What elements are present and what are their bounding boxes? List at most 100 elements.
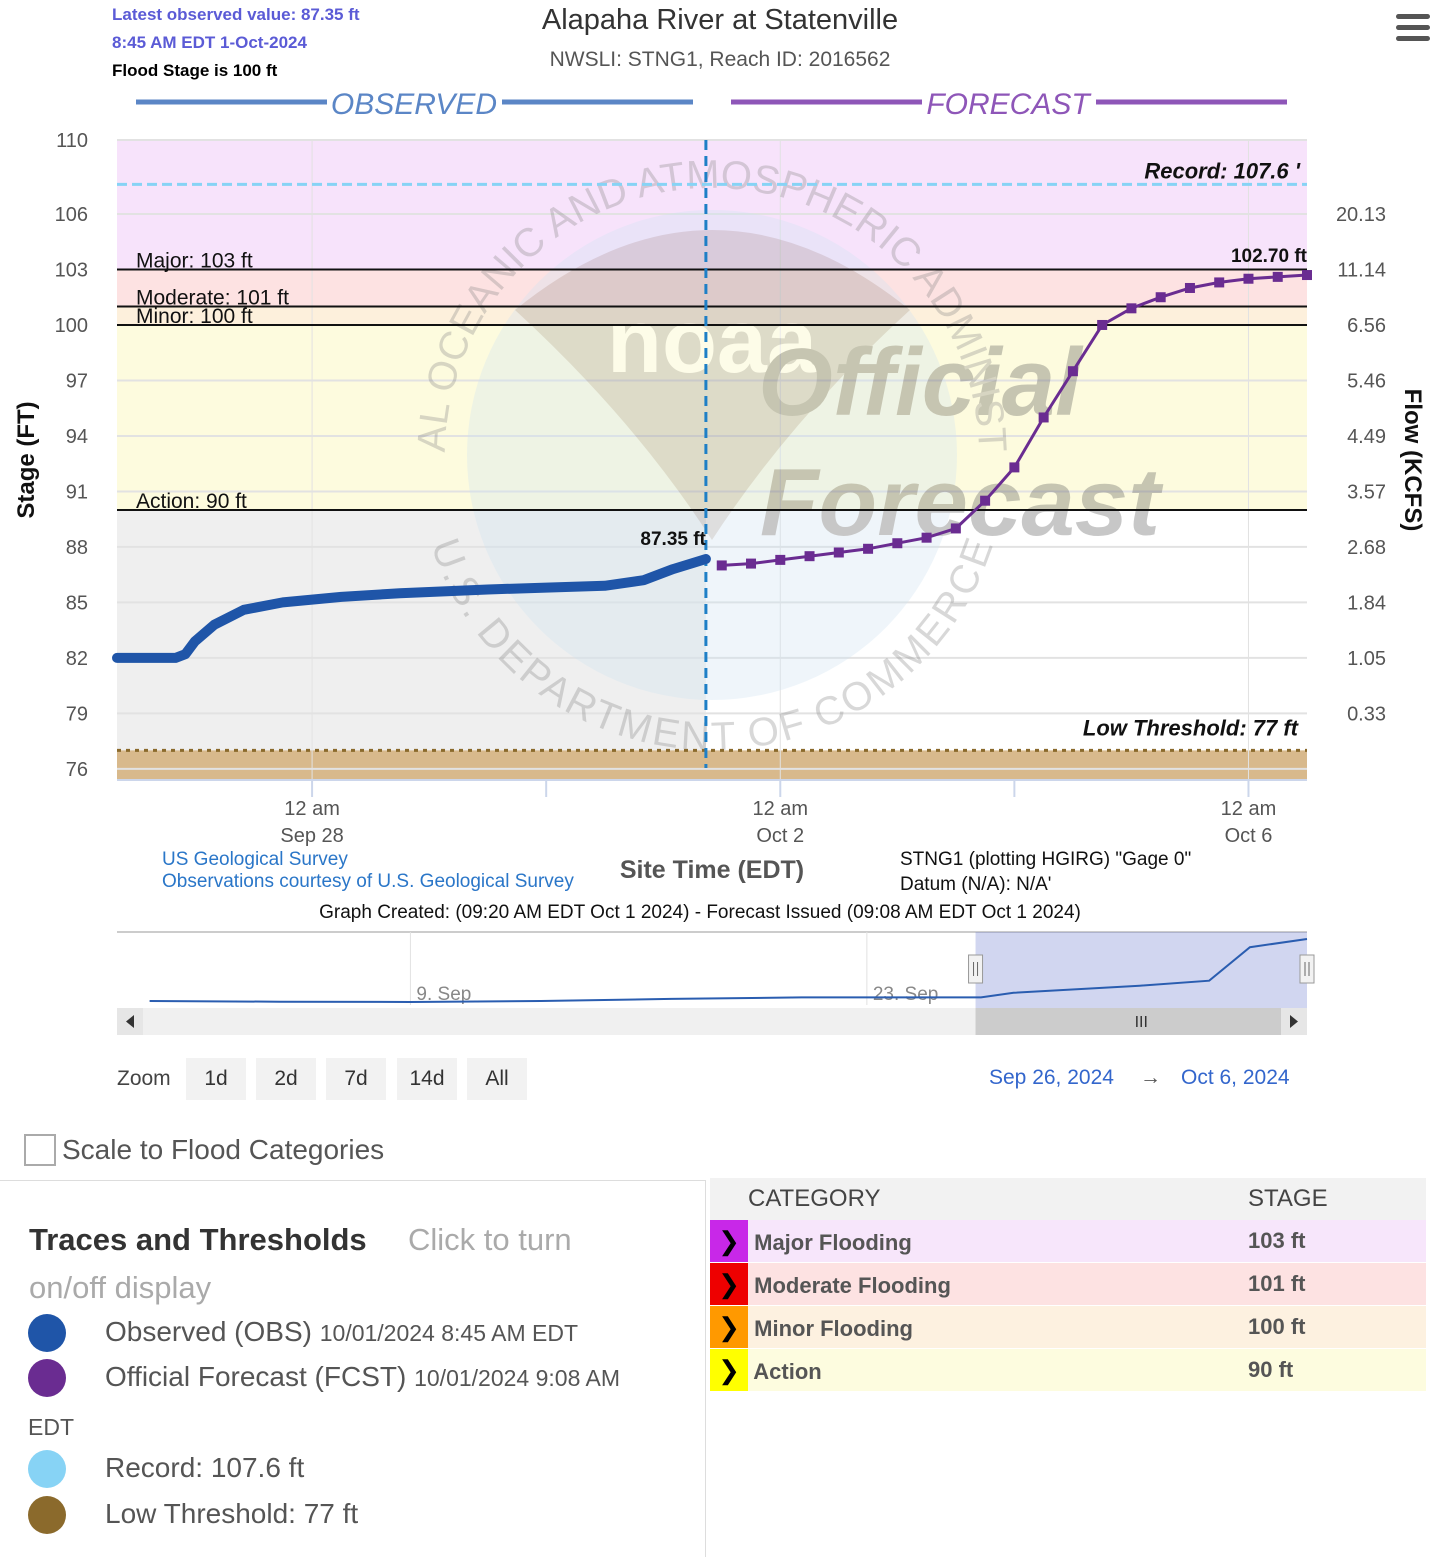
range-to[interactable]: Oct 6, 2024 [1181, 1066, 1290, 1089]
forecast-point [1097, 319, 1108, 330]
chart-title: Alapaha River at Statenville [541, 4, 899, 36]
flood-category-table: CATEGORY STAGE ❯ Major Flooding 103 ft ❯… [710, 1178, 1426, 1392]
watermark-disc [467, 210, 957, 700]
flood-stage-text: Flood Stage is 100 ft [112, 61, 278, 80]
x-tick-label: 12 am [752, 798, 808, 820]
x-tick-label: Oct 2 [756, 825, 804, 847]
y-tick-label: 110 [56, 130, 88, 152]
forecast-point [804, 551, 815, 562]
forecast-point [775, 554, 786, 565]
navigator-date-label: 23. Sep [873, 984, 939, 1005]
y-right-tick-label: 6.56 [1347, 315, 1386, 337]
zoom-label: Zoom [117, 1067, 171, 1090]
expand-chevron-icon[interactable]: ❯ [710, 1349, 748, 1391]
datum-info-detail: Datum (N/A): N/A' [900, 874, 1051, 895]
category-stage: 101 ft [1248, 1262, 1426, 1306]
expand-chevron-icon[interactable]: ❯ [710, 1306, 748, 1348]
zoom-2d-button[interactable]: 2d [256, 1058, 316, 1100]
scroll-right-arrow-icon [1290, 1015, 1298, 1028]
y-tick-label: 106 [55, 204, 88, 226]
scale-to-flood-categories-label: Scale to Flood Categories [62, 1134, 385, 1165]
threshold-label: Major: 103 ft [136, 249, 253, 272]
forecast-point [1126, 303, 1137, 314]
record-dot-icon [28, 1450, 66, 1488]
traces-title: Traces and Thresholds [29, 1222, 367, 1257]
zoom-7d-button[interactable]: 7d [326, 1058, 386, 1100]
forecast-point [1302, 270, 1312, 281]
forecast-point [1272, 271, 1283, 282]
forecast-point [1243, 273, 1254, 284]
table-row: ❯ Moderate Flooding 101 ft [710, 1262, 1426, 1306]
y-tick-label: 85 [66, 592, 88, 614]
band-major [117, 140, 1307, 270]
y-right-tick-label: 20.13 [1336, 204, 1386, 226]
forecast-point [716, 560, 727, 571]
y-right-tick-label: 1.05 [1347, 648, 1386, 670]
navigator-handle [1299, 954, 1315, 984]
navigator[interactable]: 9. Sep 23. Sep III [0, 930, 1446, 1040]
zoom-14d-button[interactable]: 14d [397, 1058, 457, 1100]
table-row: ❯ Minor Flooding 100 ft [710, 1305, 1426, 1349]
y-tick-label: 79 [66, 703, 88, 725]
graph-created-text: Graph Created: (09:20 AM EDT Oct 1 2024)… [319, 902, 1081, 923]
navigator-selection [975, 932, 1307, 1008]
forecast-point [1155, 292, 1166, 303]
category-stage: 100 ft [1248, 1305, 1426, 1349]
zoom-1d-button[interactable]: 1d [186, 1058, 246, 1100]
forecast-section-label: FORECAST [926, 88, 1092, 121]
band-minor [117, 306, 1307, 325]
forecast-point [833, 547, 844, 558]
y-tick-label: 88 [66, 537, 88, 559]
usgs-credit: US Geological Survey [162, 849, 348, 870]
range-from[interactable]: Sep 26, 2024 [989, 1066, 1114, 1089]
forecast-point [746, 558, 757, 569]
forecast-end-label: 102.70 ft [1231, 246, 1308, 267]
expand-chevron-icon[interactable]: ❯ [710, 1263, 748, 1305]
legend-forecast-time: 10/01/2024 9:08 AM [414, 1365, 620, 1391]
chart-subtitle: NWSLI: STNG1, Reach ID: 2016562 [549, 48, 891, 71]
forecast-point [1067, 366, 1078, 377]
scrollbar-grip-icon: III [1135, 1014, 1148, 1031]
x-tick-label: 12 am [1221, 798, 1277, 820]
zoom-all-button[interactable]: All [467, 1058, 527, 1100]
watermark-logo: noaa [607, 292, 818, 392]
observed-end-label: 87.35 ft [640, 529, 706, 550]
forecast-point [980, 495, 991, 506]
category-name: Action [753, 1359, 822, 1384]
navigator-date-label: 9. Sep [416, 984, 471, 1005]
forecast-point [863, 543, 874, 554]
watermark-forecast: Forecast [760, 449, 1164, 556]
watermark-official: Official [758, 329, 1084, 436]
record-label: Record: 107.6 ' [1144, 158, 1300, 183]
legend-observed-label: Observed (OBS) [105, 1316, 312, 1347]
legend-record-label: Record: 107.6 ft [105, 1452, 305, 1483]
latest-observed-value: Latest observed value: 87.35 ft [112, 5, 360, 24]
observed-dot-icon [28, 1314, 66, 1352]
datum-info: STNG1 (plotting HGIRG) "Gage 0" [900, 849, 1191, 870]
y-tick-label: 94 [66, 426, 88, 448]
y-tick-label: 100 [55, 315, 88, 337]
forecast-point [1214, 277, 1225, 288]
usgs-credit-detail: Observations courtesy of U.S. Geological… [162, 871, 574, 892]
observed-section-label: OBSERVED [331, 88, 497, 121]
y-right-tick-label: 11.14 [1337, 259, 1386, 281]
hamburger-menu-icon[interactable] [1396, 14, 1430, 46]
forecast-dot-icon [28, 1359, 66, 1397]
category-name: Minor Flooding [754, 1316, 913, 1341]
scale-to-flood-categories-checkbox[interactable] [24, 1134, 56, 1166]
forecast-point [1038, 412, 1049, 423]
y-right-tick-label: 2.68 [1347, 537, 1386, 559]
traces-hint: Click to turn [408, 1222, 572, 1257]
expand-chevron-icon[interactable]: ❯ [710, 1220, 748, 1262]
category-header: CATEGORY [710, 1178, 1248, 1220]
navigator-handle [968, 954, 984, 984]
x-tick-label: Sep 28 [280, 825, 343, 847]
y-tick-label: 103 [55, 259, 88, 281]
y-axis-title: Stage (FT) [13, 401, 40, 518]
threshold-label: Minor: 100 ft [136, 305, 253, 328]
stage-header: STAGE [1248, 1178, 1426, 1220]
y-right-tick-label: 3.57 [1347, 481, 1386, 503]
observed-series-line [112, 554, 711, 663]
low-threshold-band [117, 750, 1307, 780]
latest-observed-time: 8:45 AM EDT 1-Oct-2024 [112, 33, 307, 52]
